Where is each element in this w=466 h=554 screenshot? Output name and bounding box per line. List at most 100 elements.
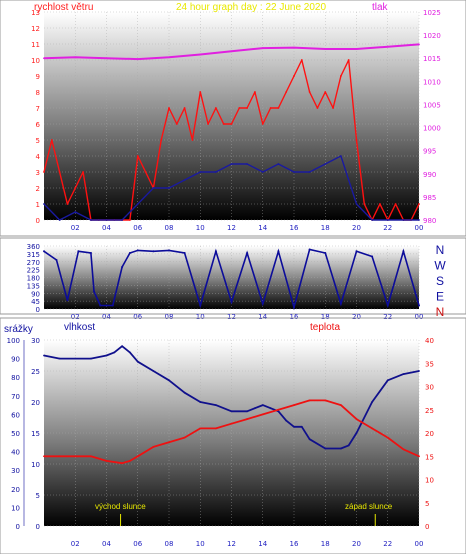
data-point bbox=[214, 250, 217, 253]
data-point bbox=[183, 107, 186, 109]
y-tick-label-humidity: 5 bbox=[36, 492, 40, 500]
data-point bbox=[89, 219, 92, 221]
data-point bbox=[324, 163, 327, 165]
data-point bbox=[293, 75, 295, 77]
data-point bbox=[308, 399, 311, 402]
data-point bbox=[355, 48, 358, 50]
data-point bbox=[66, 203, 69, 205]
data-point bbox=[58, 171, 61, 173]
x-tick-label: 00 bbox=[415, 540, 424, 548]
data-point bbox=[128, 252, 131, 254]
data-point bbox=[300, 425, 303, 428]
data-point bbox=[168, 379, 170, 382]
data-point bbox=[129, 460, 131, 462]
y-tick-label-right: 1010 bbox=[423, 78, 441, 86]
data-point bbox=[121, 266, 124, 268]
x-tick-label: 18 bbox=[321, 313, 330, 321]
y-tick-label-humidity: 0 bbox=[36, 523, 40, 531]
data-point bbox=[246, 418, 249, 420]
data-point bbox=[246, 252, 249, 254]
y-tick-label: 360 bbox=[27, 243, 40, 251]
data-point bbox=[293, 46, 295, 49]
series-line-wind-direction bbox=[43, 248, 420, 311]
data-point bbox=[136, 455, 139, 458]
data-point bbox=[214, 427, 217, 430]
x-tick-label: 00 bbox=[415, 224, 424, 232]
sunrise-annotation: východ slunce bbox=[95, 502, 146, 511]
y-tick-label-temp: 30 bbox=[425, 384, 434, 392]
data-point bbox=[136, 249, 139, 252]
y-tick-label-left: 10 bbox=[31, 57, 40, 65]
data-point bbox=[332, 107, 334, 109]
humidity-axis-label: vlhkost bbox=[64, 322, 95, 333]
data-point bbox=[386, 436, 389, 439]
data-point bbox=[418, 219, 420, 221]
y-tick-label-temp: 5 bbox=[425, 500, 429, 508]
data-point bbox=[339, 75, 342, 77]
x-tick-label: 10 bbox=[196, 224, 205, 232]
data-point bbox=[199, 401, 202, 403]
y-tick-label-right: 1005 bbox=[423, 101, 441, 109]
data-point bbox=[89, 252, 92, 254]
data-point bbox=[261, 302, 264, 305]
compass-letter-n: N bbox=[436, 243, 445, 257]
data-point bbox=[371, 427, 374, 430]
data-point bbox=[402, 250, 405, 253]
x-tick-label: 02 bbox=[71, 313, 80, 321]
data-point bbox=[105, 354, 108, 357]
y-tick-label-left: 5 bbox=[36, 137, 40, 145]
left-axis-label: rychlost větru bbox=[34, 2, 93, 13]
x-tick-label: 14 bbox=[258, 313, 267, 321]
data-point bbox=[246, 410, 249, 413]
data-point bbox=[129, 351, 131, 354]
data-point bbox=[199, 53, 202, 56]
data-point bbox=[246, 107, 249, 109]
y-tick-label-right: 980 bbox=[423, 217, 436, 225]
y-tick-label-precip: 50 bbox=[11, 430, 20, 438]
data-point bbox=[347, 59, 350, 61]
sunset-annotation: západ slunce bbox=[345, 502, 393, 511]
x-tick-label: 10 bbox=[196, 313, 205, 321]
data-point bbox=[121, 462, 124, 465]
data-point bbox=[136, 360, 139, 363]
y-tick-label-precip: 20 bbox=[11, 486, 20, 494]
x-tick-label: 08 bbox=[165, 224, 174, 232]
data-point bbox=[129, 219, 131, 221]
x-tick-label: 10 bbox=[196, 540, 205, 548]
data-point bbox=[418, 203, 420, 205]
data-point bbox=[43, 203, 45, 205]
data-point bbox=[74, 56, 77, 59]
data-point bbox=[121, 219, 124, 221]
temperature-axis-label: teplota bbox=[310, 322, 340, 333]
data-point bbox=[371, 219, 374, 221]
data-point bbox=[339, 302, 342, 305]
y-tick-label-right: 985 bbox=[423, 194, 436, 202]
y-tick-label-left: 7 bbox=[36, 105, 40, 113]
data-point bbox=[324, 447, 327, 450]
data-point bbox=[308, 248, 311, 251]
data-point bbox=[238, 107, 241, 109]
data-point bbox=[199, 91, 202, 93]
compass-letter-n: N bbox=[436, 305, 445, 319]
data-point bbox=[50, 139, 53, 141]
data-point bbox=[324, 48, 327, 50]
y-tick-label-left: 13 bbox=[31, 9, 40, 17]
y-tick-label-right: 1020 bbox=[423, 32, 441, 40]
data-point bbox=[230, 50, 233, 53]
data-point bbox=[316, 107, 319, 109]
data-point bbox=[355, 139, 358, 141]
y-tick-label: 180 bbox=[27, 275, 40, 283]
y-tick-label-precip: 100 bbox=[7, 337, 20, 345]
data-point bbox=[402, 373, 405, 375]
compass-letter-e: E bbox=[436, 290, 444, 304]
x-tick-label: 22 bbox=[383, 313, 392, 321]
y-tick-label-precip: 30 bbox=[11, 467, 20, 475]
data-point bbox=[261, 404, 264, 406]
data-point bbox=[277, 107, 280, 109]
data-point bbox=[261, 413, 264, 416]
data-point bbox=[418, 370, 420, 372]
y-tick-label-right: 1015 bbox=[423, 55, 441, 63]
data-point bbox=[339, 404, 342, 406]
